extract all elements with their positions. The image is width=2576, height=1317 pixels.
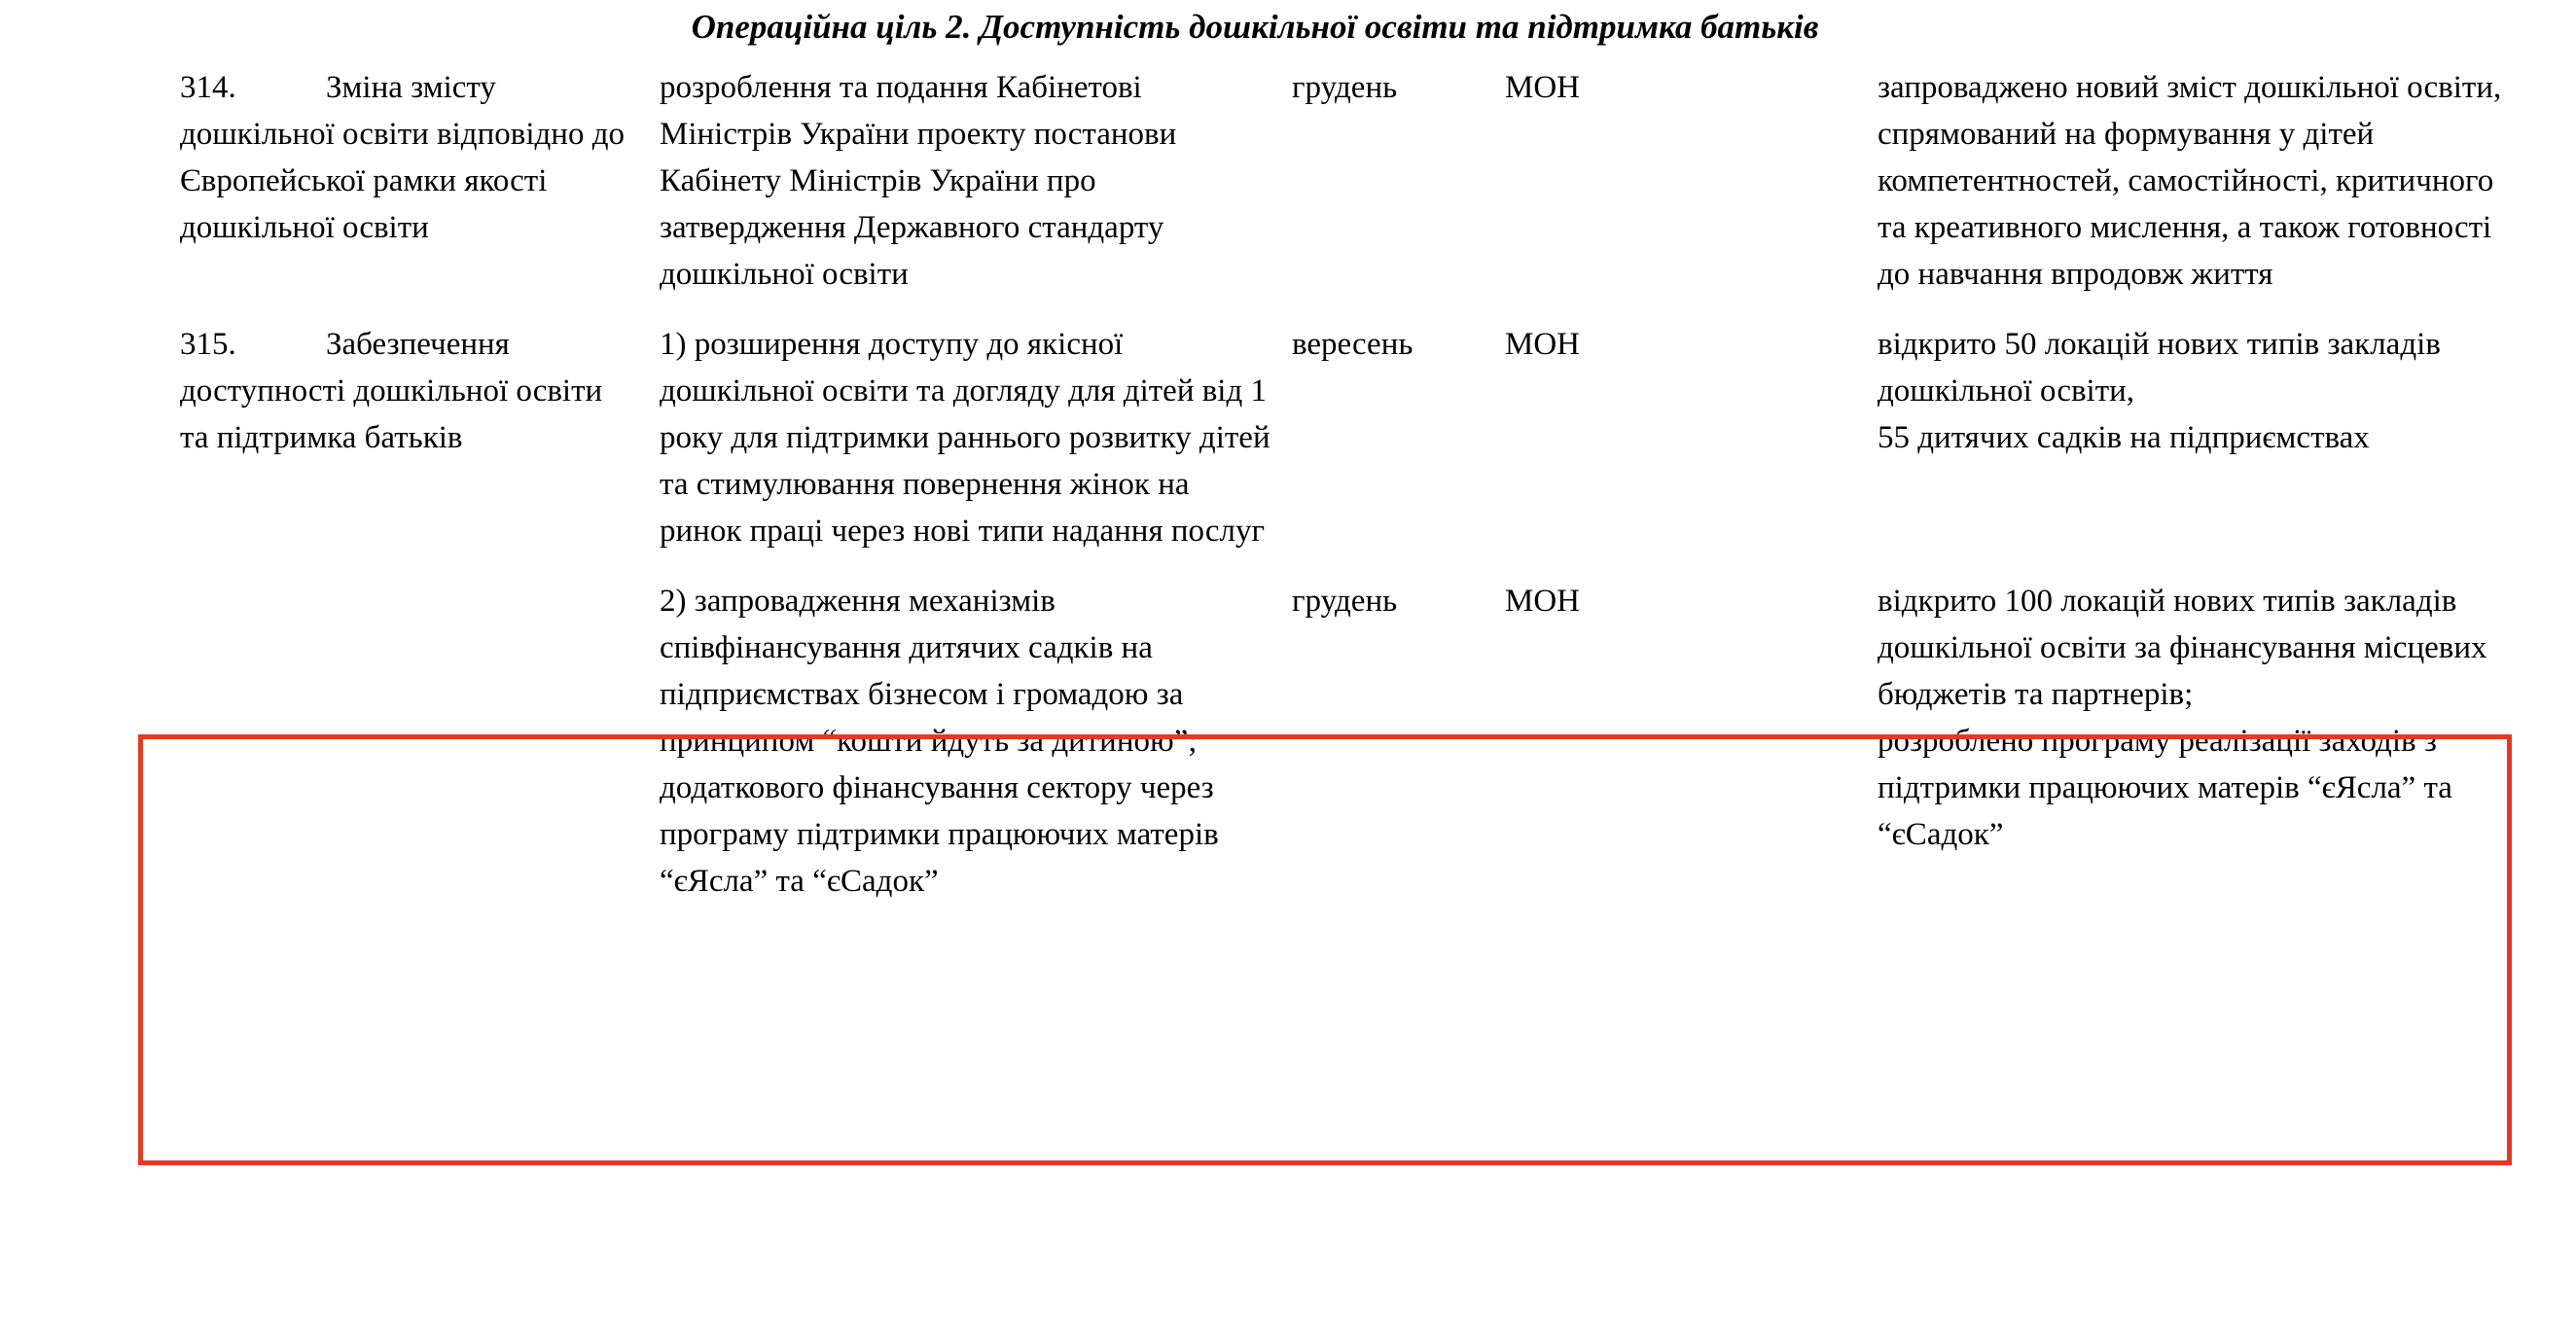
cell-term: вересень <box>1292 327 1413 362</box>
page-title: Операційна ціль 2. Доступність дошкільно… <box>691 8 1819 46</box>
cell-item-name: 315. Забезпечення доступності дошкільної … <box>180 321 660 578</box>
cell-responsible: МОН <box>1505 327 1581 362</box>
cell-expected-result: відкрито 100 локацій нових типів закладі… <box>1878 584 2487 852</box>
cell-action: 2) запровадження механізмів співфінансув… <box>660 584 1219 899</box>
cell-expected-result: запроваджено новий зміст дошкільної осві… <box>1878 70 2502 292</box>
item-number: 314. <box>180 70 236 105</box>
plan-table: 314. Зміна змісту дошкільної освіти відпо… <box>180 64 2529 928</box>
cell-responsible: МОН <box>1505 584 1581 619</box>
cell-term: грудень <box>1292 70 1398 105</box>
cell-expected-result: відкрито 50 локацій нових типів закладів… <box>1878 327 2441 455</box>
table-row: 315. Забезпечення доступності дошкільної … <box>180 321 2529 578</box>
item-number: 315. <box>180 327 236 362</box>
item-name-text: Зміна змісту дошкільної освіти відповідн… <box>180 70 625 245</box>
cell-item-name <box>180 578 660 928</box>
table-row: 314. Зміна змісту дошкільної освіти відпо… <box>180 64 2529 321</box>
cell-action: 1) розширення доступу до якісної дошкіль… <box>660 327 1270 549</box>
cell-term: грудень <box>1292 584 1398 619</box>
table-row-highlighted: 2) запровадження механізмів співфінансув… <box>180 578 2529 928</box>
cell-item-name: 314. Зміна змісту дошкільної освіти відпо… <box>180 64 660 321</box>
cell-responsible: МОН <box>1505 70 1581 105</box>
cell-action: розроблення та подання Кабінетові Мініст… <box>660 70 1177 292</box>
item-name-text: Забезпечення доступності дошкільної осві… <box>180 327 603 455</box>
